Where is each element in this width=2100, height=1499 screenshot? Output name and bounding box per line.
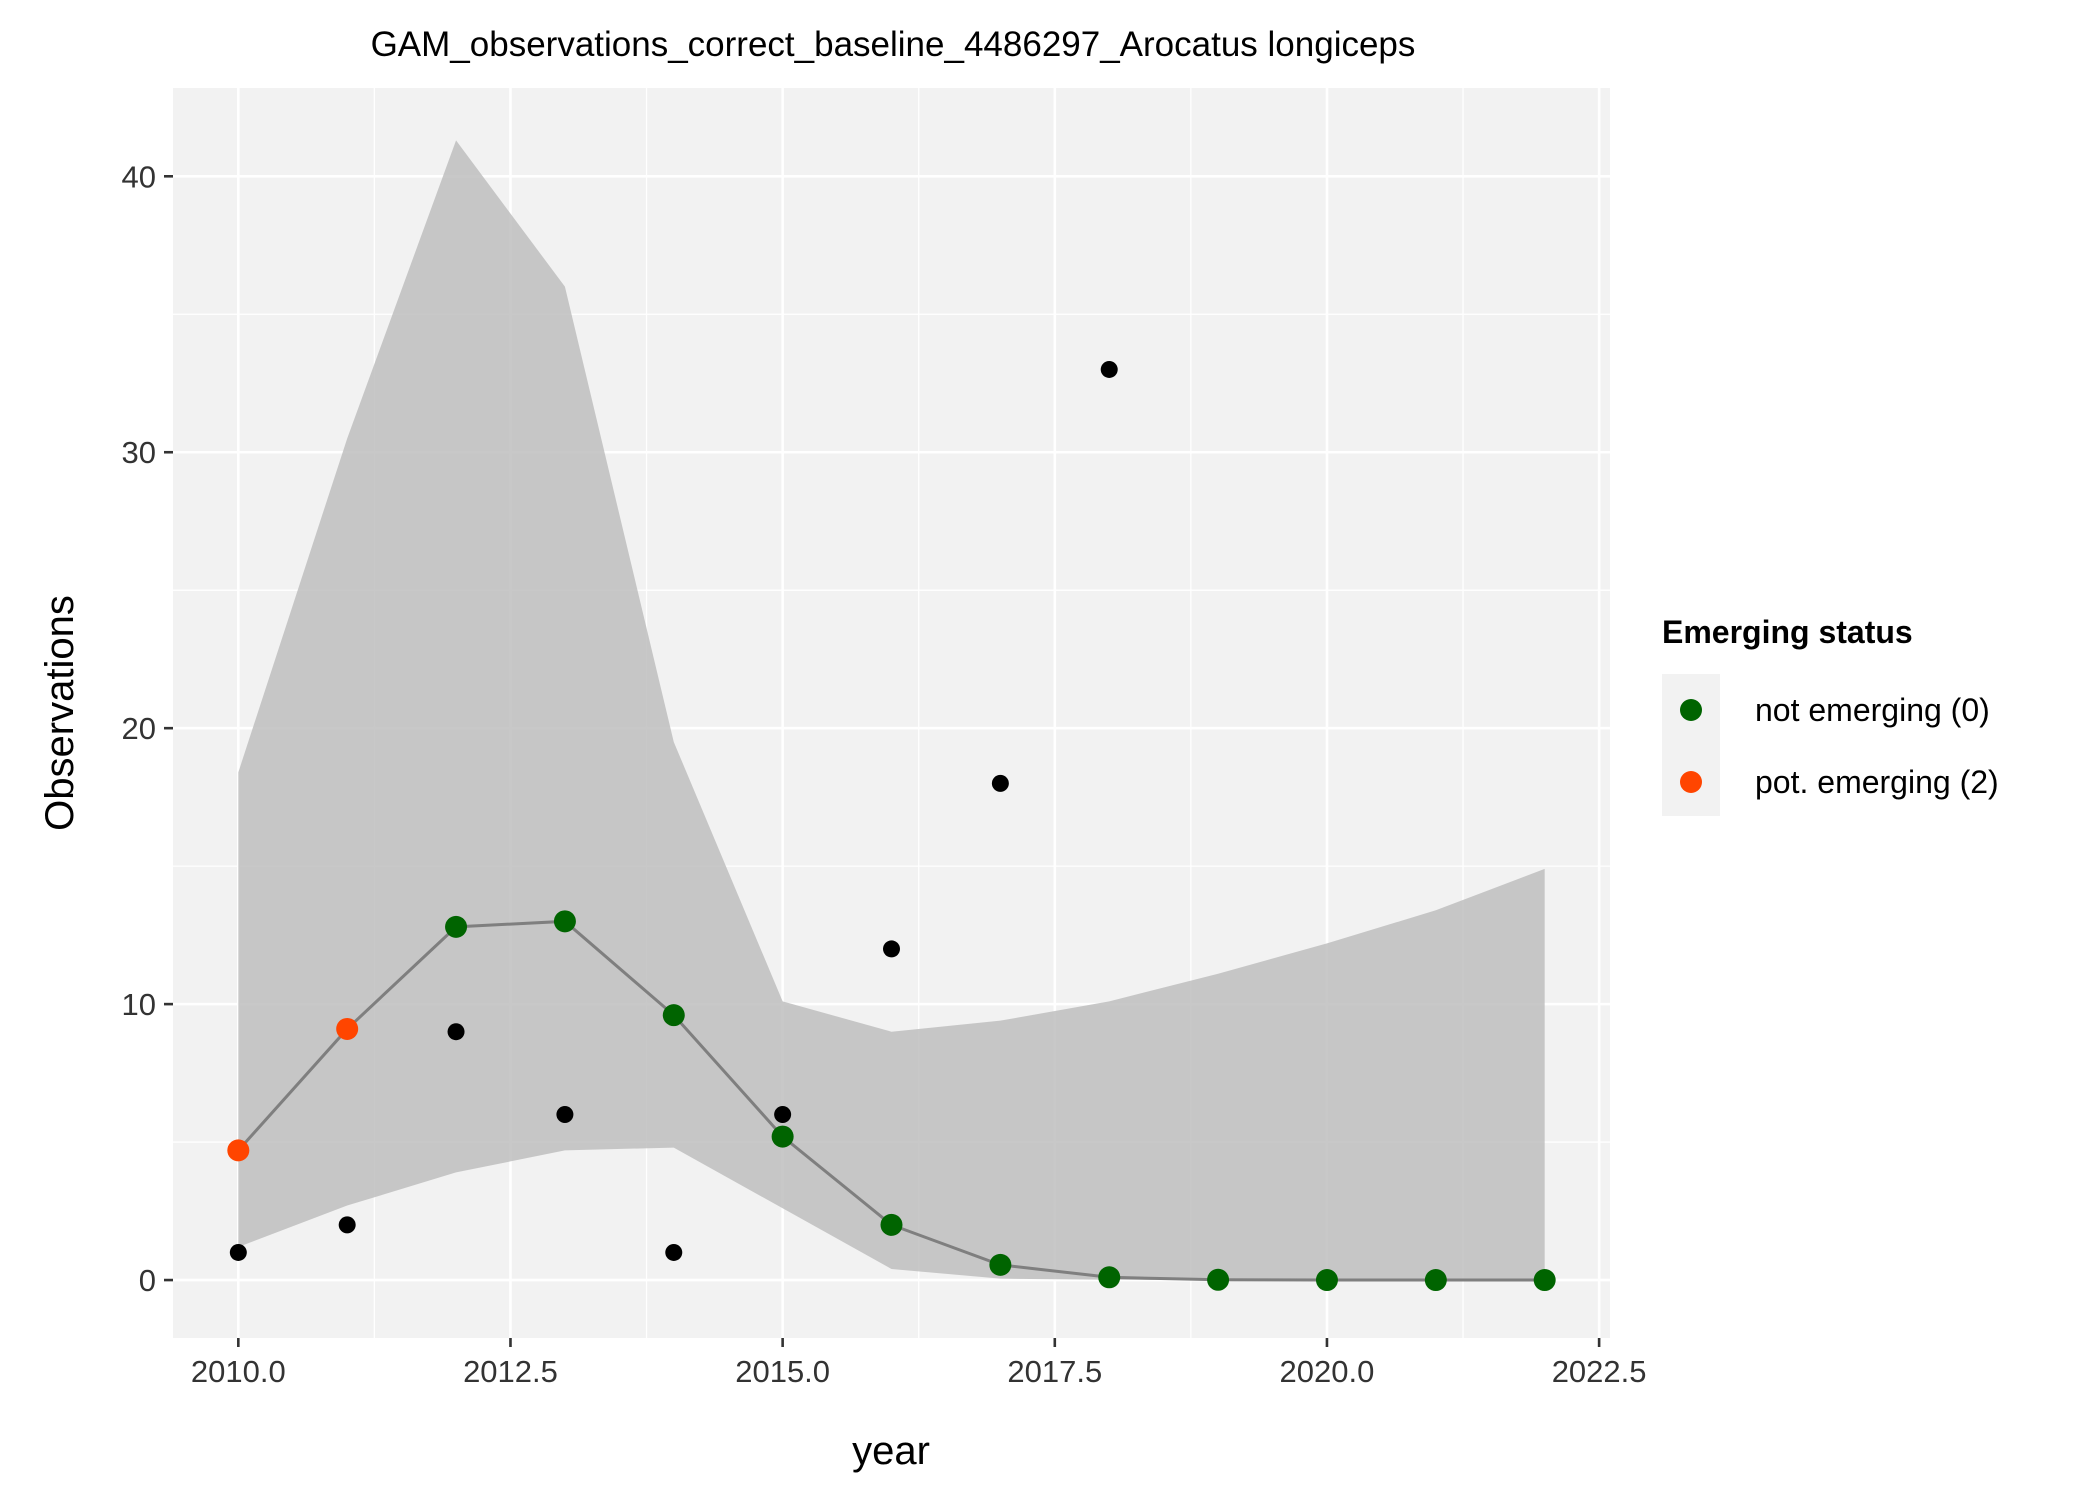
y-axis-title: Observations	[38, 595, 82, 831]
fitted-point	[1207, 1268, 1230, 1291]
fitted-point	[1098, 1266, 1121, 1289]
x-tick-label: 2017.5	[1007, 1354, 1102, 1389]
x-tick-label: 2020.0	[1280, 1354, 1375, 1389]
fitted-point	[336, 1017, 359, 1040]
x-tick-label: 2010.0	[191, 1354, 286, 1389]
y-tick-label: 0	[139, 1263, 156, 1298]
observation-point	[991, 774, 1009, 792]
x-axis-title: year	[852, 1429, 930, 1473]
observation-point	[665, 1243, 683, 1261]
fitted-point	[227, 1139, 250, 1162]
fitted-point	[771, 1125, 794, 1148]
legend-label: pot. emerging (2)	[1755, 764, 1999, 800]
y-tick-label: 10	[122, 987, 156, 1022]
confidence-band	[238, 140, 1545, 1281]
legend-label: not emerging (0)	[1755, 692, 1990, 728]
observation-point	[774, 1105, 792, 1123]
y-tick-label: 30	[122, 435, 156, 470]
x-tick-label: 2015.0	[735, 1354, 830, 1389]
observation-point	[447, 1023, 465, 1041]
chart-title: GAM_observations_correct_baseline_448629…	[371, 25, 1416, 64]
fitted-point	[662, 1004, 685, 1027]
legend-key	[1680, 699, 1702, 721]
x-tick-label: 2012.5	[463, 1354, 558, 1389]
fitted-point	[880, 1213, 903, 1236]
observation-point	[338, 1216, 356, 1234]
fitted-point	[445, 915, 468, 938]
observation-point	[1100, 360, 1118, 378]
y-axis-ticks: 0 10 20 30 40	[122, 159, 173, 1298]
legend-entries: not emerging (0) pot. emerging (2)	[1680, 692, 1999, 800]
y-tick-label: 20	[122, 711, 156, 746]
observation-point	[883, 940, 900, 958]
x-tick-label: 2022.5	[1552, 1354, 1647, 1389]
legend-key	[1680, 771, 1702, 793]
legend: Emerging status not emerging (0) pot. eme…	[1662, 614, 1999, 816]
fitted-point	[1533, 1269, 1556, 1292]
observation-points	[229, 360, 1118, 1261]
fitted-point	[1424, 1269, 1447, 1292]
fitted-point	[553, 910, 576, 933]
fitted-point	[989, 1253, 1012, 1276]
y-tick-label: 40	[122, 159, 156, 194]
x-axis-ticks: 2010.0 2012.5 2015.0 2017.5 2020.0 2022.5	[191, 1338, 1647, 1389]
legend-title: Emerging status	[1662, 614, 1913, 650]
legend-key-background	[1662, 674, 1720, 816]
fitted-point	[1315, 1269, 1338, 1292]
fitted-points	[227, 910, 1556, 1292]
observation-point	[229, 1243, 247, 1261]
observation-point	[556, 1105, 574, 1123]
